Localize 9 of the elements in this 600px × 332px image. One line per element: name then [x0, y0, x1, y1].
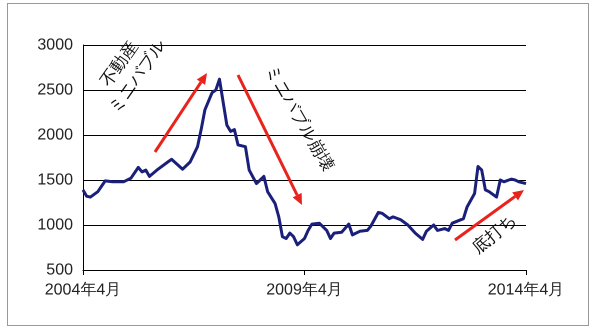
y-tick-label: 2500 [37, 82, 74, 98]
x-tick-label: 2014年4月 [488, 282, 564, 298]
y-tick-label: 1000 [37, 216, 74, 234]
y-tick-label: 500 [46, 262, 74, 278]
y-tick-label: 1500 [37, 172, 74, 188]
x-tick-label: 2004年4月 [44, 282, 122, 298]
y-tick-label: 2000 [37, 126, 74, 144]
y-tick-label: 3000 [37, 36, 74, 54]
x-tick-label: 2009年4月 [266, 282, 343, 298]
